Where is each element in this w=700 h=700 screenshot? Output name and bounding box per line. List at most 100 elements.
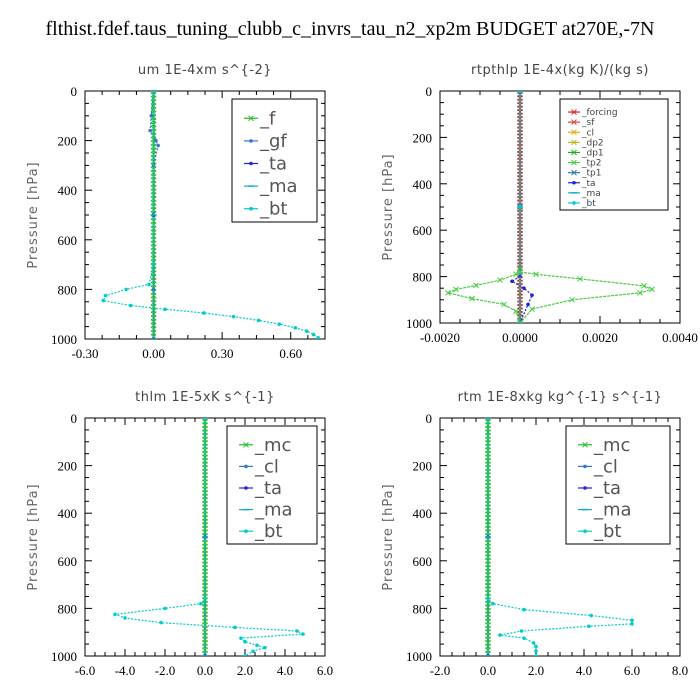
data-point [231,314,236,319]
y-tick-label: 200 [413,130,433,145]
data-point [637,289,643,296]
legend-marker [572,201,576,205]
data-point [517,91,523,94]
data-point [293,326,298,330]
legend-item: _mc [239,435,291,456]
y-tick-label: 0 [426,411,433,426]
y-tick-label: 0 [71,84,78,99]
data-point [311,332,316,337]
data-point [589,613,593,618]
y-tick-label: 400 [413,506,433,521]
data-point [199,601,203,606]
legend-label: _bt [581,199,596,209]
y-axis-label: Pressure [hPa] [26,161,41,268]
legend-label: _forcing [581,108,618,118]
legend-marker [244,486,248,490]
legend-item: _sf [568,118,595,128]
legend-item: _mc [578,435,630,456]
series-line [114,418,306,656]
legend-label: _cl [254,456,279,477]
data-point [501,301,507,308]
legend-label: _bt [593,521,621,542]
plot-area [113,418,306,656]
panel-rtpthlp: rtpthlp 1E-4x(kg K)/(kg s) Pressure [hPa]… [381,63,698,345]
legend-item: _dp1 [568,148,604,158]
series-bt [486,418,634,656]
panel-rtm: rtm 1E-8xkg kg^{-1} s^{-1} Pressure [hPa]… [381,390,688,678]
series-tp2 [445,91,523,323]
legend-label: _tp1 [581,169,601,179]
y-tick-label: 600 [58,233,78,248]
data-point [641,283,647,289]
data-point [301,632,305,636]
y-tick-label: 400 [58,506,78,521]
legend-item: _tp1 [568,169,601,179]
x-tick-label: 4.0 [277,663,293,678]
legend-label: _cl [593,456,618,477]
data-point [151,91,156,93]
page-title: flthist.fdef.taus_tuning_clubb_c_invrs_t… [45,18,655,40]
data-point [453,286,459,293]
data-point [251,649,255,654]
data-point [577,276,583,282]
legend-marker [249,206,253,211]
series-line [519,271,654,323]
y-tick-label: 0 [426,84,433,99]
y-tick-label: 800 [58,601,78,616]
x-tick-label: 0.0020 [582,330,618,345]
data-point [316,335,320,339]
data-point [123,616,127,620]
data-point [530,293,534,297]
y-tick-label: 600 [58,554,78,569]
legend-item: _cl [578,456,618,477]
data-point [522,286,526,291]
data-point [486,418,490,420]
x-tick-label: 2.0 [237,663,253,678]
legend-item: _ta [568,179,596,189]
data-point [518,91,522,93]
data-point [103,293,108,298]
data-point [522,636,526,640]
data-point [649,286,655,293]
panel-title: rtpthlp 1E-4x(kg K)/(kg s) [471,63,649,78]
legend-item: _ma [239,500,293,521]
legend-item: _ma [244,176,298,197]
legend-label: _ta [259,154,287,175]
legend-label: _ma [581,189,601,199]
legend-frame [559,98,669,211]
y-tick-label: 800 [58,282,78,297]
x-tick-label: 0.00 [142,346,165,361]
series-line [149,91,159,339]
y-tick-label: 800 [413,601,433,616]
legend-item: _bt [244,199,287,220]
panel-title: rtm 1E-8xkg kg^{-1} s^{-1} [458,390,663,405]
legend-marker [583,464,587,469]
y-tick-label: 1000 [406,316,432,331]
data-point [569,296,575,303]
data-point [513,271,519,278]
data-point [486,597,490,601]
data-point [277,322,282,326]
data-point [473,282,479,289]
x-tick-label: 0.0040 [662,330,698,345]
data-point [154,138,158,143]
panel-um: um 1E-4xm s^{-2} Pressure [hPa] 0 200 400 600… [26,63,326,361]
legend-item: _cl [568,128,594,138]
data-point [243,654,247,656]
legend-item: _forcing [568,108,618,118]
legend-item: _ma [578,500,632,521]
data-point [159,620,163,625]
legend-label: _gf [259,131,287,152]
data-point [469,295,475,302]
legend-marker [583,529,587,533]
legend: _f_gf_ta_ma_bt [231,98,318,223]
legend-item: _bt [578,521,621,542]
data-point [529,306,535,312]
x-tick-label: -4.0 [115,663,136,678]
data-point [128,303,133,308]
legend-label: _dp1 [581,148,604,158]
legend-frame [565,425,671,545]
legend: _mc_cl_ta_ma_bt [565,425,671,545]
x-tick-label: 6.0 [624,663,640,678]
